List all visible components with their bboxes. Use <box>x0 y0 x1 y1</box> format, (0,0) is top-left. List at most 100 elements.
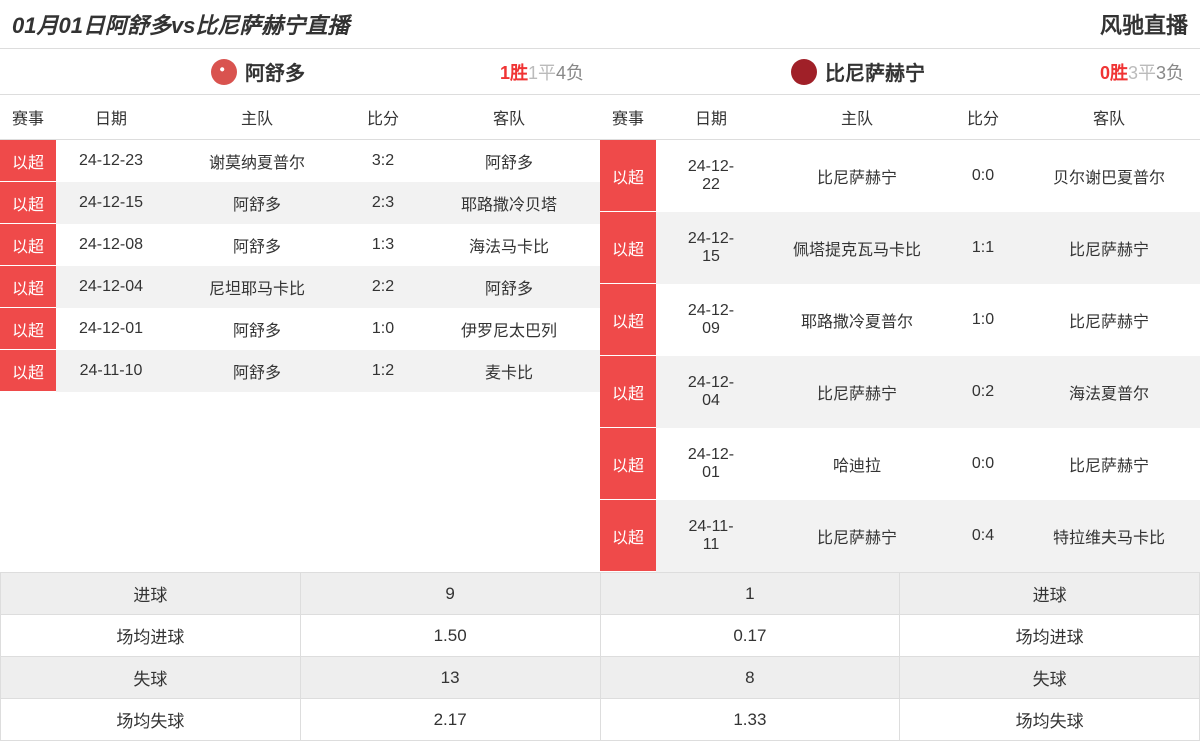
stats-row-conceded: 失球 13 8 失球 <box>1 657 1200 699</box>
stats-row-goals: 进球 9 1 进球 <box>1 573 1200 615</box>
match-away: 海法夏普尔 <box>1018 356 1200 428</box>
match-home: 阿舒多 <box>166 350 348 392</box>
col-score: 比分 <box>948 105 1018 129</box>
right-team-header: 比尼萨赫宁 0胜3平3负 <box>600 49 1200 95</box>
match-home: 哈迪拉 <box>766 428 948 500</box>
match-date: 24-12-23 <box>56 140 166 182</box>
match-score: 1:3 <box>348 224 418 266</box>
right-team-name: 比尼萨赫宁 <box>825 57 925 86</box>
match-away: 比尼萨赫宁 <box>1018 284 1200 356</box>
match-score: 0:0 <box>948 428 1018 500</box>
match-away: 麦卡比 <box>418 350 600 392</box>
teams-container: 阿舒多 1胜1平4负 赛事 日期 主队 比分 客队 以超24-12-23谢莫纳夏… <box>0 49 1200 572</box>
match-date: 24-12-04 <box>656 356 766 428</box>
stats-right-goals: 1 <box>600 573 900 615</box>
match-row[interactable]: 以超24-12-01阿舒多1:0伊罗尼太巴列 <box>0 308 600 350</box>
stats-row-avg-conceded: 场均失球 2.17 1.33 场均失球 <box>1 699 1200 741</box>
match-date: 24-12-15 <box>656 212 766 284</box>
stats-left-conceded: 13 <box>300 657 600 699</box>
stats-label-avg-goals-left: 场均进球 <box>1 615 301 657</box>
match-home: 耶路撒冷夏普尔 <box>766 284 948 356</box>
match-score: 1:1 <box>948 212 1018 284</box>
left-wins: 1 <box>500 63 510 83</box>
right-team-record: 0胜3平3负 <box>1100 59 1184 85</box>
league-tag[interactable]: 以超 <box>0 350 56 392</box>
match-score: 1:0 <box>348 308 418 350</box>
match-score: 2:3 <box>348 182 418 224</box>
right-column-headers: 赛事 日期 主队 比分 客队 <box>600 95 1200 140</box>
stats-label-avg-conceded-left: 场均失球 <box>1 699 301 741</box>
match-row[interactable]: 以超24-12-01哈迪拉0:0比尼萨赫宁 <box>600 428 1200 500</box>
league-tag[interactable]: 以超 <box>600 500 656 572</box>
league-tag[interactable]: 以超 <box>0 140 56 182</box>
col-league: 赛事 <box>600 105 656 129</box>
col-away: 客队 <box>1018 105 1200 129</box>
left-team-panel: 阿舒多 1胜1平4负 赛事 日期 主队 比分 客队 以超24-12-23谢莫纳夏… <box>0 49 600 572</box>
match-away: 阿舒多 <box>418 140 600 182</box>
match-away: 比尼萨赫宁 <box>1018 212 1200 284</box>
right-wins: 0 <box>1100 63 1110 83</box>
left-column-headers: 赛事 日期 主队 比分 客队 <box>0 95 600 140</box>
match-row[interactable]: 以超24-12-08阿舒多1:3海法马卡比 <box>0 224 600 266</box>
col-home: 主队 <box>766 105 948 129</box>
league-tag[interactable]: 以超 <box>0 308 56 350</box>
match-home: 比尼萨赫宁 <box>766 140 948 212</box>
match-row[interactable]: 以超24-12-09耶路撒冷夏普尔1:0比尼萨赫宁 <box>600 284 1200 356</box>
match-row[interactable]: 以超24-12-04比尼萨赫宁0:2海法夏普尔 <box>600 356 1200 428</box>
match-date: 24-12-09 <box>656 284 766 356</box>
stats-left-avg-conceded: 2.17 <box>300 699 600 741</box>
match-row[interactable]: 以超24-12-04尼坦耶马卡比2:2阿舒多 <box>0 266 600 308</box>
league-tag[interactable]: 以超 <box>600 212 656 284</box>
match-away: 贝尔谢巴夏普尔 <box>1018 140 1200 212</box>
league-tag[interactable]: 以超 <box>0 266 56 308</box>
header-bar: 01月01日阿舒多vs比尼萨赫宁直播 风驰直播 <box>0 0 1200 49</box>
league-tag[interactable]: 以超 <box>600 356 656 428</box>
match-row[interactable]: 以超24-11-10阿舒多1:2麦卡比 <box>0 350 600 392</box>
match-row[interactable]: 以超24-12-15阿舒多2:3耶路撒冷贝塔 <box>0 182 600 224</box>
league-tag[interactable]: 以超 <box>0 182 56 224</box>
match-away: 特拉维夫马卡比 <box>1018 500 1200 572</box>
left-team-name-wrap: 阿舒多 <box>16 57 500 86</box>
match-score: 0:4 <box>948 500 1018 572</box>
match-date: 24-11-10 <box>56 350 166 392</box>
match-date: 24-12-22 <box>656 140 766 212</box>
stats-right-avg-conceded: 1.33 <box>600 699 900 741</box>
match-score: 1:0 <box>948 284 1018 356</box>
col-away: 客队 <box>418 105 600 129</box>
match-date: 24-12-01 <box>656 428 766 500</box>
stats-label-conceded-left: 失球 <box>1 657 301 699</box>
col-date: 日期 <box>56 105 166 129</box>
league-tag[interactable]: 以超 <box>600 284 656 356</box>
page-title: 01月01日阿舒多vs比尼萨赫宁直播 <box>12 8 349 40</box>
left-team-header: 阿舒多 1胜1平4负 <box>0 49 600 95</box>
league-tag[interactable]: 以超 <box>600 428 656 500</box>
match-score: 2:2 <box>348 266 418 308</box>
stats-right-conceded: 8 <box>600 657 900 699</box>
right-team-panel: 比尼萨赫宁 0胜3平3负 赛事 日期 主队 比分 客队 以超24-12-22比尼… <box>600 49 1200 572</box>
match-away: 阿舒多 <box>418 266 600 308</box>
match-score: 0:0 <box>948 140 1018 212</box>
match-date: 24-12-04 <box>56 266 166 308</box>
match-score: 3:2 <box>348 140 418 182</box>
stats-label-goals-left: 进球 <box>1 573 301 615</box>
match-away: 比尼萨赫宁 <box>1018 428 1200 500</box>
league-tag[interactable]: 以超 <box>600 140 656 212</box>
match-row[interactable]: 以超24-11-11比尼萨赫宁0:4特拉维夫马卡比 <box>600 500 1200 572</box>
match-home: 阿舒多 <box>166 182 348 224</box>
stats-row-avg-goals: 场均进球 1.50 0.17 场均进球 <box>1 615 1200 657</box>
match-date: 24-11-11 <box>656 500 766 572</box>
match-row[interactable]: 以超24-12-23谢莫纳夏普尔3:2阿舒多 <box>0 140 600 182</box>
match-row[interactable]: 以超24-12-22比尼萨赫宁0:0贝尔谢巴夏普尔 <box>600 140 1200 212</box>
stats-label-conceded-right: 失球 <box>900 657 1200 699</box>
match-score: 1:2 <box>348 350 418 392</box>
brand-name: 风驰直播 <box>1100 8 1188 40</box>
match-home: 尼坦耶马卡比 <box>166 266 348 308</box>
left-matches: 以超24-12-23谢莫纳夏普尔3:2阿舒多以超24-12-15阿舒多2:3耶路… <box>0 140 600 392</box>
left-team-record: 1胜1平4负 <box>500 59 584 85</box>
match-away: 伊罗尼太巴列 <box>418 308 600 350</box>
stats-left-goals: 9 <box>300 573 600 615</box>
match-row[interactable]: 以超24-12-15佩塔提克瓦马卡比1:1比尼萨赫宁 <box>600 212 1200 284</box>
match-away: 海法马卡比 <box>418 224 600 266</box>
stats-label-goals-right: 进球 <box>900 573 1200 615</box>
league-tag[interactable]: 以超 <box>0 224 56 266</box>
